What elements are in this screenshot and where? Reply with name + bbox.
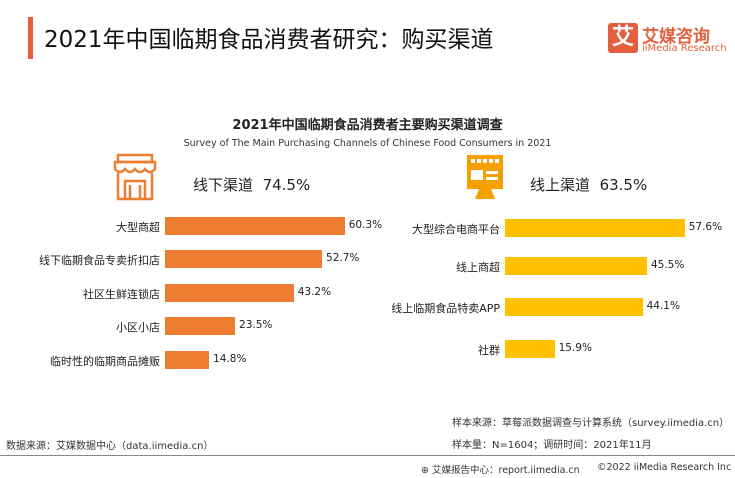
page-title: 2021年中国临期食品消费者研究：购买渠道 [44, 27, 494, 53]
data-source: 数据来源：艾媒数据中心（data.iimedia.cn） [6, 441, 214, 452]
bar [505, 340, 555, 358]
category-label: 临时性的临期商品摊贩 [50, 355, 160, 368]
bar [165, 217, 345, 235]
data-label: 52.7% [326, 252, 360, 264]
logo-text-cn: 艾媒咨询 [642, 27, 710, 47]
globe-icon: ⊕ [421, 465, 429, 476]
category-label: 线上临期食品特卖APP [391, 302, 500, 315]
report-center: ⊕ 艾媒报告中心：report.iimedia.cn [421, 465, 580, 476]
data-label: 15.9% [558, 342, 592, 354]
bar [505, 298, 643, 316]
bar [165, 351, 210, 369]
bar [505, 219, 685, 237]
title-accent-bar [28, 17, 33, 59]
sample-size: 样本量：N=1604；调研时间：2021年11月 [452, 440, 652, 451]
data-label: 57.6% [688, 221, 723, 233]
chart-subtitle: Survey of The Main Purchasing Channels o… [183, 138, 552, 149]
logo-mark: 艾 [608, 23, 638, 53]
category-label: 大型综合电商平台 [412, 223, 500, 236]
category-label: 线下临期食品专卖折扣店 [39, 254, 160, 267]
bar [165, 284, 294, 302]
logo-text-en: iiMedia Research [642, 43, 727, 54]
chart-title: 2021年中国临期食品消费者主要购买渠道调查 [232, 118, 503, 133]
category-label: 社群 [478, 344, 500, 357]
category-label: 线上商超 [456, 261, 500, 274]
data-label: 14.8% [213, 353, 247, 365]
category-label: 大型商超 [116, 221, 160, 234]
data-label: 44.1% [646, 300, 680, 312]
storefront-icon [113, 153, 157, 201]
data-label: 43.2% [297, 286, 332, 298]
footer-divider [0, 455, 735, 456]
data-label: 23.5% [239, 319, 273, 331]
bar [505, 257, 647, 275]
offline-channel-header: 线下渠道 74.5% [193, 176, 311, 194]
category-label: 社区生鲜连锁店 [83, 288, 160, 301]
bar [165, 317, 236, 335]
online-shop-monitor-icon [467, 155, 503, 199]
data-label: 60.3% [348, 219, 383, 231]
copyright: ©2022 iiMedia Research Inc [597, 462, 732, 473]
sample-source: 样本来源：草莓派数据调查与计算系统（survey.iimedia.cn） [452, 418, 730, 429]
bar [165, 250, 323, 268]
category-label: 小区小店 [116, 321, 160, 334]
online-channel-header: 线上渠道 63.5% [530, 176, 648, 194]
data-label: 45.5% [650, 259, 685, 271]
